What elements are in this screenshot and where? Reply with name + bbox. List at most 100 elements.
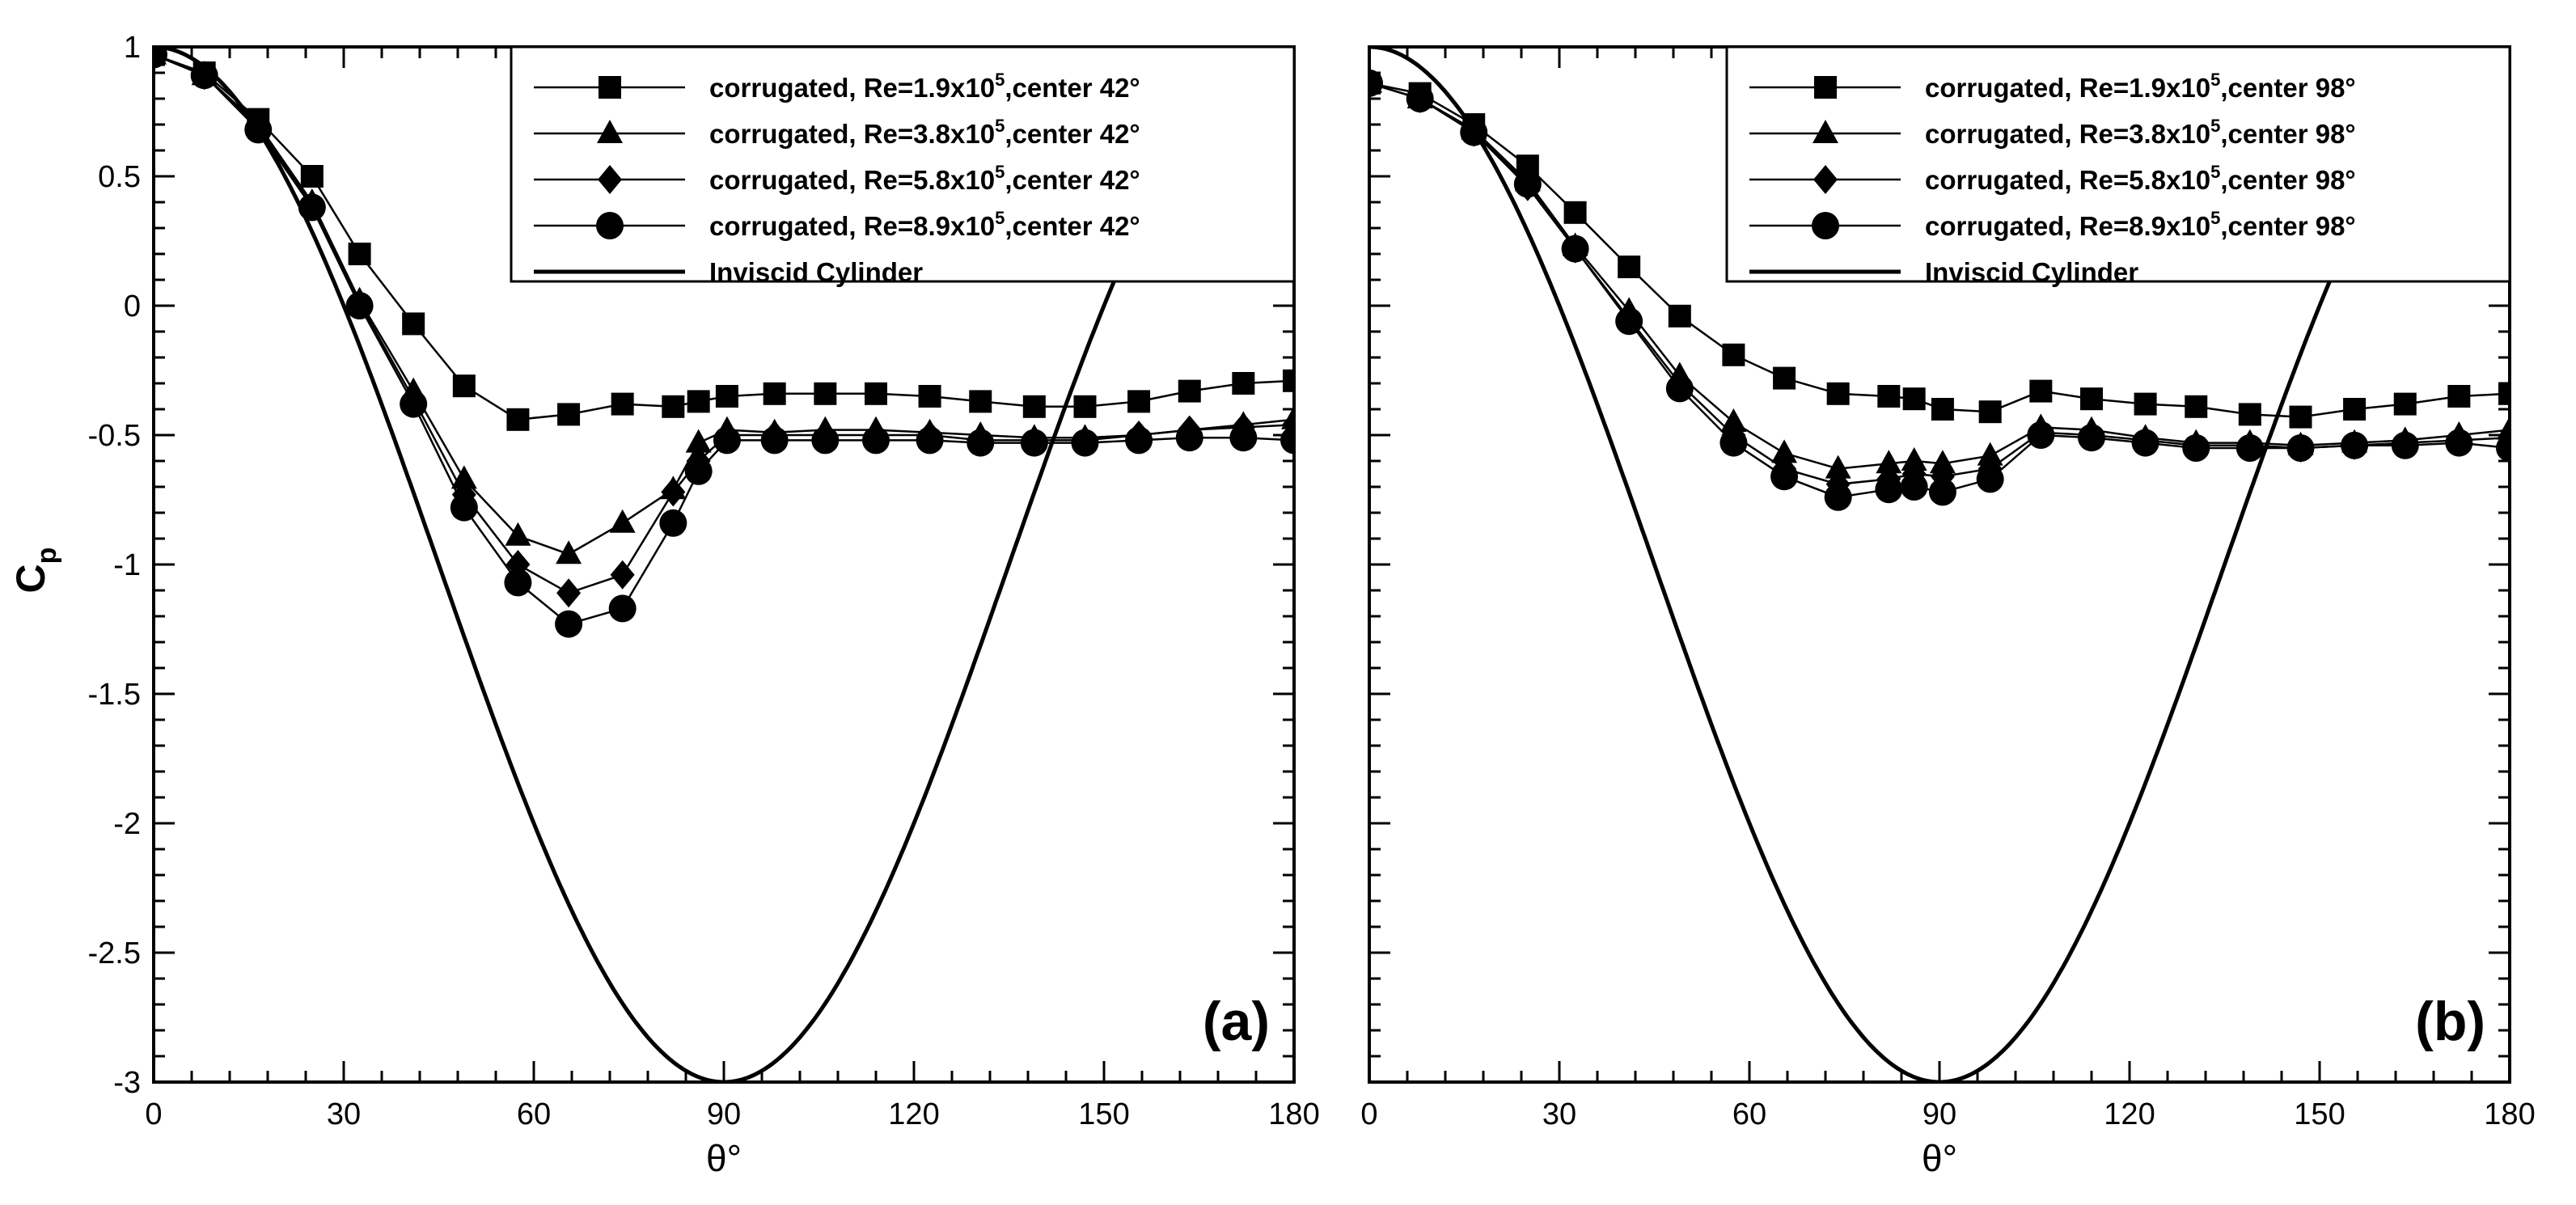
data-point-square bbox=[1073, 395, 1097, 418]
series-inviscid bbox=[1369, 47, 2510, 1082]
panel-label: (a) bbox=[1203, 991, 1270, 1052]
x-tick-label: 0 bbox=[1360, 1097, 1377, 1131]
legend-label-text: corrugated, Re=1.9x10 bbox=[1925, 73, 2210, 103]
y-tick-label: 0 bbox=[124, 290, 141, 323]
x-tick-label: 60 bbox=[1732, 1097, 1766, 1131]
data-point-circle bbox=[1071, 429, 1099, 457]
data-point-square bbox=[611, 392, 634, 416]
legend-label-superscript: 5 bbox=[2210, 116, 2220, 136]
data-point-square bbox=[2134, 392, 2157, 416]
legend-label-superscript: 5 bbox=[2210, 70, 2220, 90]
y-tick-label: -2 bbox=[113, 807, 141, 841]
data-point-circle bbox=[1976, 465, 2004, 493]
data-point-square bbox=[1773, 366, 1796, 390]
legend-marker-diamond bbox=[1813, 165, 1838, 194]
data-point-circle bbox=[659, 509, 687, 537]
series-inviscid bbox=[154, 47, 1294, 1082]
data-point-circle bbox=[916, 426, 944, 455]
y-tick-label: -1.5 bbox=[88, 678, 141, 712]
data-point-triangle bbox=[1825, 455, 1851, 479]
legend-label-text: ,center 42° bbox=[1005, 211, 1140, 241]
data-point-circle bbox=[2341, 431, 2369, 459]
data-point-diamond bbox=[556, 578, 582, 608]
x-tick-labels: 0 30 60 90 120 150 180 bbox=[145, 1097, 1319, 1131]
data-point-square bbox=[1668, 304, 1691, 328]
x-tick-label: 30 bbox=[1542, 1097, 1576, 1131]
data-point-square bbox=[1563, 201, 1587, 224]
legend-label-text: corrugated, Re=8.9x10 bbox=[1925, 211, 2210, 241]
x-tick-label: 0 bbox=[145, 1097, 162, 1131]
legend-box bbox=[510, 45, 1296, 283]
data-point-circle bbox=[1665, 374, 1694, 403]
legend-label-superscript: 5 bbox=[995, 116, 1005, 136]
data-point-square bbox=[452, 374, 476, 398]
data-point-square bbox=[969, 390, 992, 413]
x-tick-label: 180 bbox=[2484, 1097, 2535, 1131]
data-point-circle bbox=[450, 493, 478, 522]
data-point-circle bbox=[2027, 421, 2055, 449]
data-point-square bbox=[1877, 385, 1901, 408]
legend-label: corrugated, Re=1.9x105,center 42° bbox=[709, 70, 1140, 103]
legend-label-text: ,center 42° bbox=[1005, 119, 1140, 149]
data-point-square bbox=[865, 382, 887, 405]
legend-label-superscript: 5 bbox=[2210, 208, 2220, 228]
data-point-square bbox=[348, 243, 371, 265]
legend: corrugated, Re=1.9x105,center 42° corruga… bbox=[510, 45, 1296, 287]
legend-label-text: ,center 42° bbox=[1005, 73, 1140, 103]
data-point-triangle bbox=[1720, 408, 1747, 432]
data-point-circle bbox=[1125, 426, 1153, 455]
data-point-square bbox=[1022, 395, 1046, 418]
x-tick-label: 90 bbox=[1922, 1097, 1956, 1131]
legend-label: corrugated, Re=8.9x105,center 42° bbox=[709, 208, 1140, 241]
legend-label: corrugated, Re=1.9x105,center 98° bbox=[1925, 70, 2356, 103]
y-axis-title-subscript: p bbox=[32, 548, 62, 564]
data-point-square bbox=[1127, 390, 1151, 413]
y-tick-label: 1 bbox=[124, 31, 141, 65]
data-point-circle bbox=[2182, 434, 2210, 462]
legend-marker-triangle bbox=[597, 120, 623, 143]
data-point-circle bbox=[760, 426, 789, 455]
data-point-circle bbox=[862, 426, 890, 455]
data-point-square bbox=[763, 382, 786, 405]
data-point-square bbox=[687, 390, 710, 413]
data-point-circle bbox=[1280, 426, 1294, 455]
legend-label: corrugated, Re=3.8x105,center 98° bbox=[1925, 116, 2356, 149]
data-point-circle bbox=[608, 594, 637, 623]
data-point-circle bbox=[1824, 483, 1852, 511]
data-point-triangle bbox=[556, 540, 582, 564]
data-point-square bbox=[2080, 387, 2103, 411]
data-point-square bbox=[1618, 256, 1641, 278]
y-tick-label: -3 bbox=[113, 1066, 141, 1100]
legend-marker-square bbox=[1814, 76, 1837, 99]
legend-label: Inviscid Cylinder bbox=[1925, 257, 2138, 287]
data-point-circle bbox=[1900, 473, 1928, 501]
data-point-circle bbox=[2131, 429, 2159, 457]
data-point-diamond bbox=[610, 560, 635, 590]
data-point-square bbox=[506, 408, 530, 431]
y-tick-label: 0.5 bbox=[98, 160, 141, 194]
x-tick-label: 120 bbox=[888, 1097, 939, 1131]
data-point-square bbox=[918, 385, 941, 408]
data-point-circle bbox=[400, 390, 428, 418]
data-point-square bbox=[1931, 398, 1954, 421]
legend-marker-circle bbox=[596, 212, 624, 239]
legend-label-text: ,center 42° bbox=[1005, 165, 1140, 195]
data-point-square bbox=[2185, 395, 2208, 418]
legend-label: corrugated, Re=3.8x105,center 42° bbox=[709, 116, 1140, 149]
data-point-circle bbox=[1719, 429, 1748, 457]
legend-label: corrugated, Re=8.9x105,center 98° bbox=[1925, 208, 2356, 241]
data-point-diamond bbox=[661, 477, 686, 507]
data-point-triangle bbox=[609, 509, 636, 533]
data-point-circle bbox=[1561, 235, 1589, 263]
data-point-square bbox=[2289, 405, 2312, 429]
inviscid-cylinder-curve bbox=[1369, 47, 2510, 1082]
legend-label-superscript: 5 bbox=[995, 162, 1005, 182]
x-tick-label: 90 bbox=[707, 1097, 741, 1131]
data-point-square bbox=[1232, 372, 1255, 395]
data-point-square bbox=[2029, 379, 2053, 403]
legend-label-superscript: 5 bbox=[995, 70, 1005, 90]
data-point-square bbox=[1826, 382, 1850, 405]
data-point-square bbox=[557, 403, 581, 426]
x-axis-title: θ° bbox=[1922, 1137, 1957, 1179]
